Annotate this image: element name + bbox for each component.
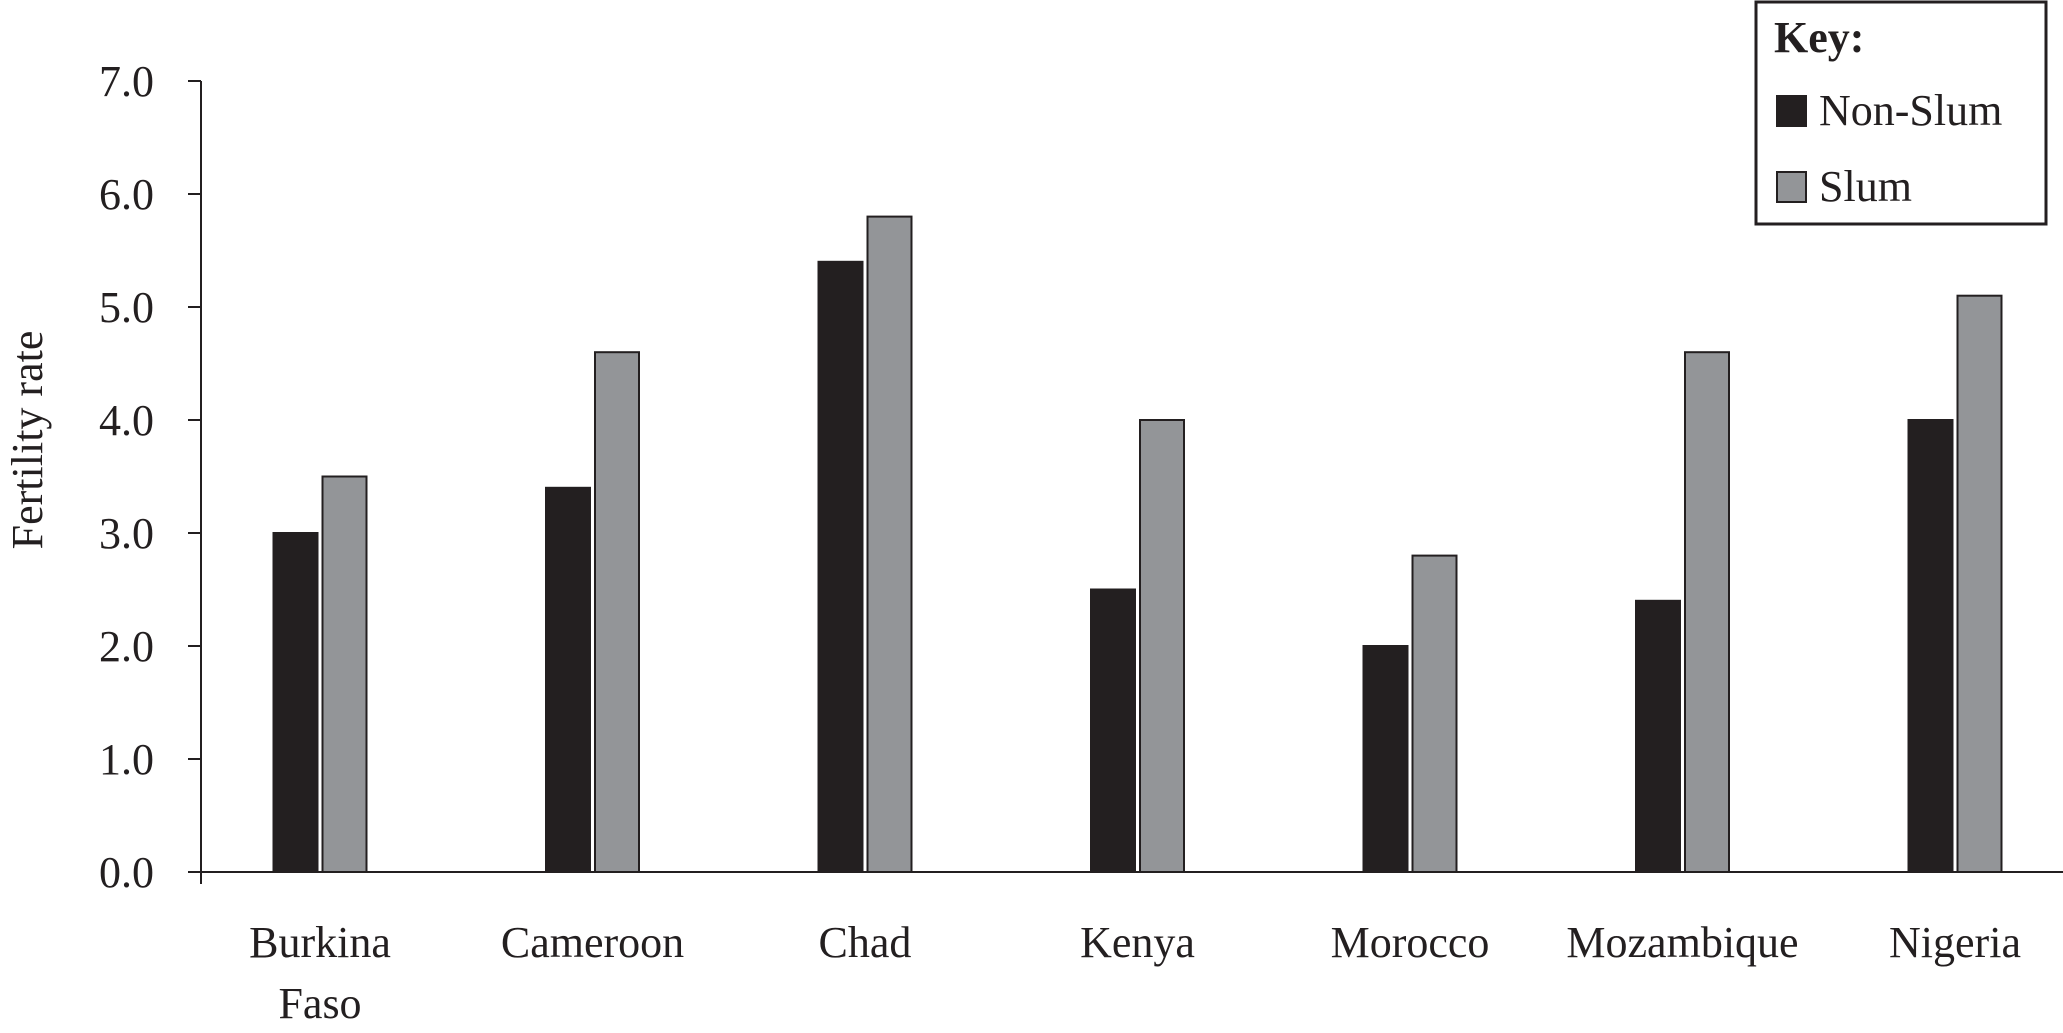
y-tick-label: 2.0 [99,622,154,671]
legend: Key: Non-Slum Slum [1754,0,2048,226]
bar-group [272,475,368,873]
bar-group [1090,419,1185,873]
bar-group [1907,294,2003,873]
legend-box [1754,0,2048,226]
bar-slum [321,475,368,873]
x-category-label: Chad [819,918,912,967]
y-tick-label: 5.0 [99,283,154,332]
bar-non-slum [272,532,319,873]
bar-slum [594,351,640,873]
bar-group [545,351,640,873]
bar-non-slum [1635,599,1681,873]
y-tick-label: 0.0 [99,848,154,897]
bar-slum [1411,554,1458,873]
bar-group [817,215,913,874]
bar-non-slum [817,260,864,873]
y-tick-label: 7.0 [99,57,154,106]
x-category-label: Cameroon [501,918,684,967]
plot-area [272,215,2003,874]
legend-title: Key: [1774,13,1864,62]
bar-group [1635,351,1730,873]
y-axis-title: Fertility rate [3,331,52,550]
x-category-label: Burkina Faso [249,918,391,1028]
bar-group [1362,554,1458,873]
legend-swatch-non-slum [1776,95,1807,127]
bar-slum [1684,351,1730,873]
bar-non-slum [1362,645,1409,873]
x-category-label: Kenya [1080,918,1195,967]
legend-label-slum: Slum [1819,162,1912,211]
bar-slum [866,215,913,874]
bar-slum [1956,294,2003,873]
y-tick-label: 3.0 [99,509,154,558]
y-tick-label: 1.0 [99,735,154,784]
x-category-label: Nigeria [1889,918,2021,967]
bar-non-slum [545,486,591,873]
y-axis: 0.0 1.0 2.0 3.0 4.0 5.0 6.0 7.0 [99,57,202,897]
x-category-label: Morocco [1331,918,1490,967]
bar-non-slum [1907,419,1954,873]
bar-slum [1139,419,1185,873]
x-category-label: Mozambique [1566,918,1798,967]
y-tick-label: 6.0 [99,170,154,219]
y-tick-label: 4.0 [99,396,154,445]
x-axis: Burkina Faso Cameroon Chad Kenya Morocco Mozam… [188,871,2063,1028]
legend-label-non-slum: Non-Slum [1819,86,2002,135]
legend-swatch-slum [1776,171,1807,203]
bar-non-slum [1090,588,1136,873]
